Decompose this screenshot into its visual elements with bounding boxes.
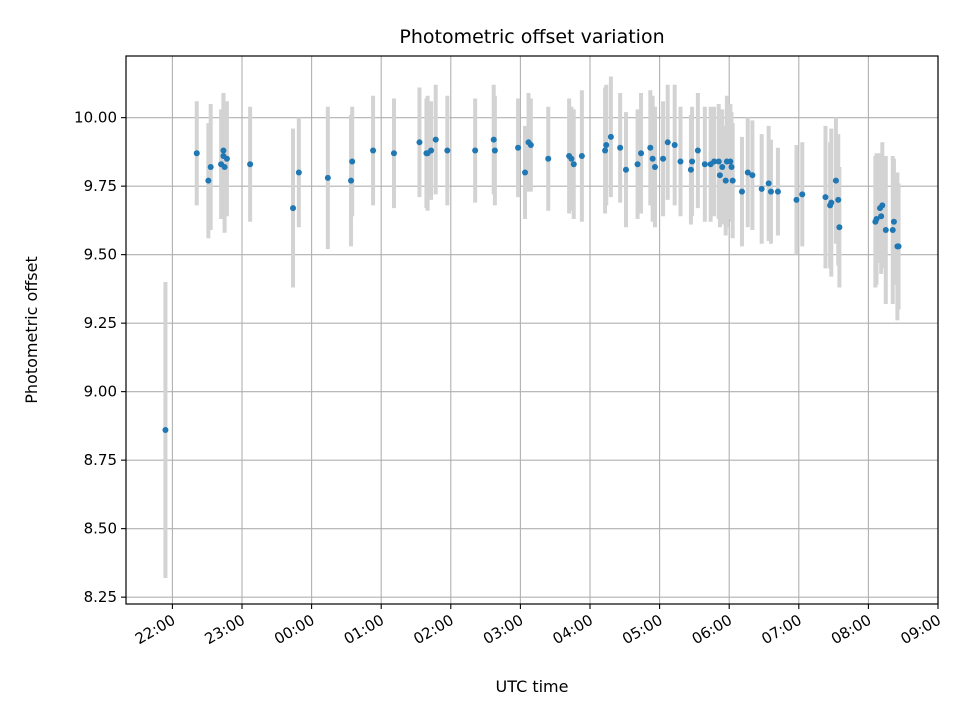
data-point [490, 136, 497, 143]
data-point [570, 161, 577, 168]
data-point [515, 144, 522, 151]
data-point [638, 150, 645, 157]
data-points [162, 133, 902, 434]
data-point [578, 153, 585, 160]
data-point [472, 147, 479, 154]
data-point [715, 158, 722, 165]
data-point [774, 188, 781, 195]
data-point [428, 147, 435, 154]
data-point [727, 158, 734, 165]
data-point [799, 191, 806, 198]
data-point [634, 161, 641, 168]
data-point [545, 155, 552, 162]
data-point [879, 202, 886, 209]
data-point [882, 226, 889, 233]
data-point [522, 169, 529, 176]
data-point [889, 226, 896, 233]
data-point [832, 177, 839, 184]
x-axis-title: UTC time [496, 677, 569, 696]
data-point [749, 172, 756, 179]
data-point [651, 163, 658, 170]
data-point [822, 194, 829, 201]
data-point [895, 243, 902, 250]
y-tick-label: 9.50 [84, 246, 117, 264]
data-point [765, 180, 772, 187]
data-point [603, 142, 610, 149]
data-point [758, 185, 765, 192]
data-point [247, 161, 254, 168]
data-point [617, 144, 624, 151]
y-tick-label: 9.25 [84, 314, 117, 332]
y-axis: 8.25 8.50 8.75 9.00 9.25 9.50 9.75 10.00 [74, 109, 126, 606]
data-point [660, 155, 667, 162]
data-point [444, 147, 451, 154]
data-point [527, 142, 534, 149]
data-point [649, 155, 656, 162]
data-point [491, 147, 498, 154]
y-axis-title: Photometric offset [22, 256, 41, 404]
data-point [416, 139, 423, 146]
data-point [647, 144, 654, 151]
plot-frame [125, 55, 939, 605]
data-point [223, 155, 230, 162]
data-point [873, 216, 880, 223]
y-tick-label: 8.25 [84, 588, 117, 606]
data-point [671, 142, 678, 149]
data-point [738, 188, 745, 195]
data-point [711, 158, 718, 165]
data-point [324, 174, 331, 181]
data-point [205, 177, 212, 184]
data-point [689, 158, 696, 165]
data-point [835, 196, 842, 203]
data-point [729, 177, 736, 184]
data-point [349, 158, 356, 165]
data-point [677, 158, 684, 165]
data-point [295, 169, 302, 176]
data-point [836, 224, 843, 231]
data-point [432, 136, 439, 143]
data-point [622, 166, 629, 173]
y-tick-label: 9.75 [84, 177, 117, 195]
data-point [722, 177, 729, 184]
y-tick-label: 10.00 [74, 109, 117, 127]
data-point [716, 172, 723, 179]
data-point [221, 163, 228, 170]
data-point [793, 196, 800, 203]
y-tick-label: 8.50 [84, 520, 117, 538]
data-point [207, 163, 214, 170]
data-point [728, 163, 735, 170]
data-point [664, 139, 671, 146]
data-point [687, 166, 694, 173]
data-point [290, 205, 297, 212]
data-point [162, 427, 169, 434]
data-point [878, 213, 885, 220]
data-point [719, 163, 726, 170]
data-point [390, 150, 397, 157]
data-point [890, 218, 897, 225]
data-point [701, 161, 708, 168]
data-point [602, 147, 609, 154]
data-point [767, 188, 774, 195]
data-point [370, 147, 377, 154]
chart-title: Photometric offset variation [399, 26, 664, 48]
y-tick-label: 8.75 [84, 451, 117, 469]
data-point [193, 150, 200, 157]
data-point [348, 177, 355, 184]
data-point [744, 169, 751, 176]
data-point [828, 199, 835, 206]
data-point [220, 147, 227, 154]
y-tick-label: 9.00 [84, 383, 117, 401]
data-point [694, 147, 701, 154]
data-point [607, 133, 614, 140]
data-point [568, 155, 575, 162]
